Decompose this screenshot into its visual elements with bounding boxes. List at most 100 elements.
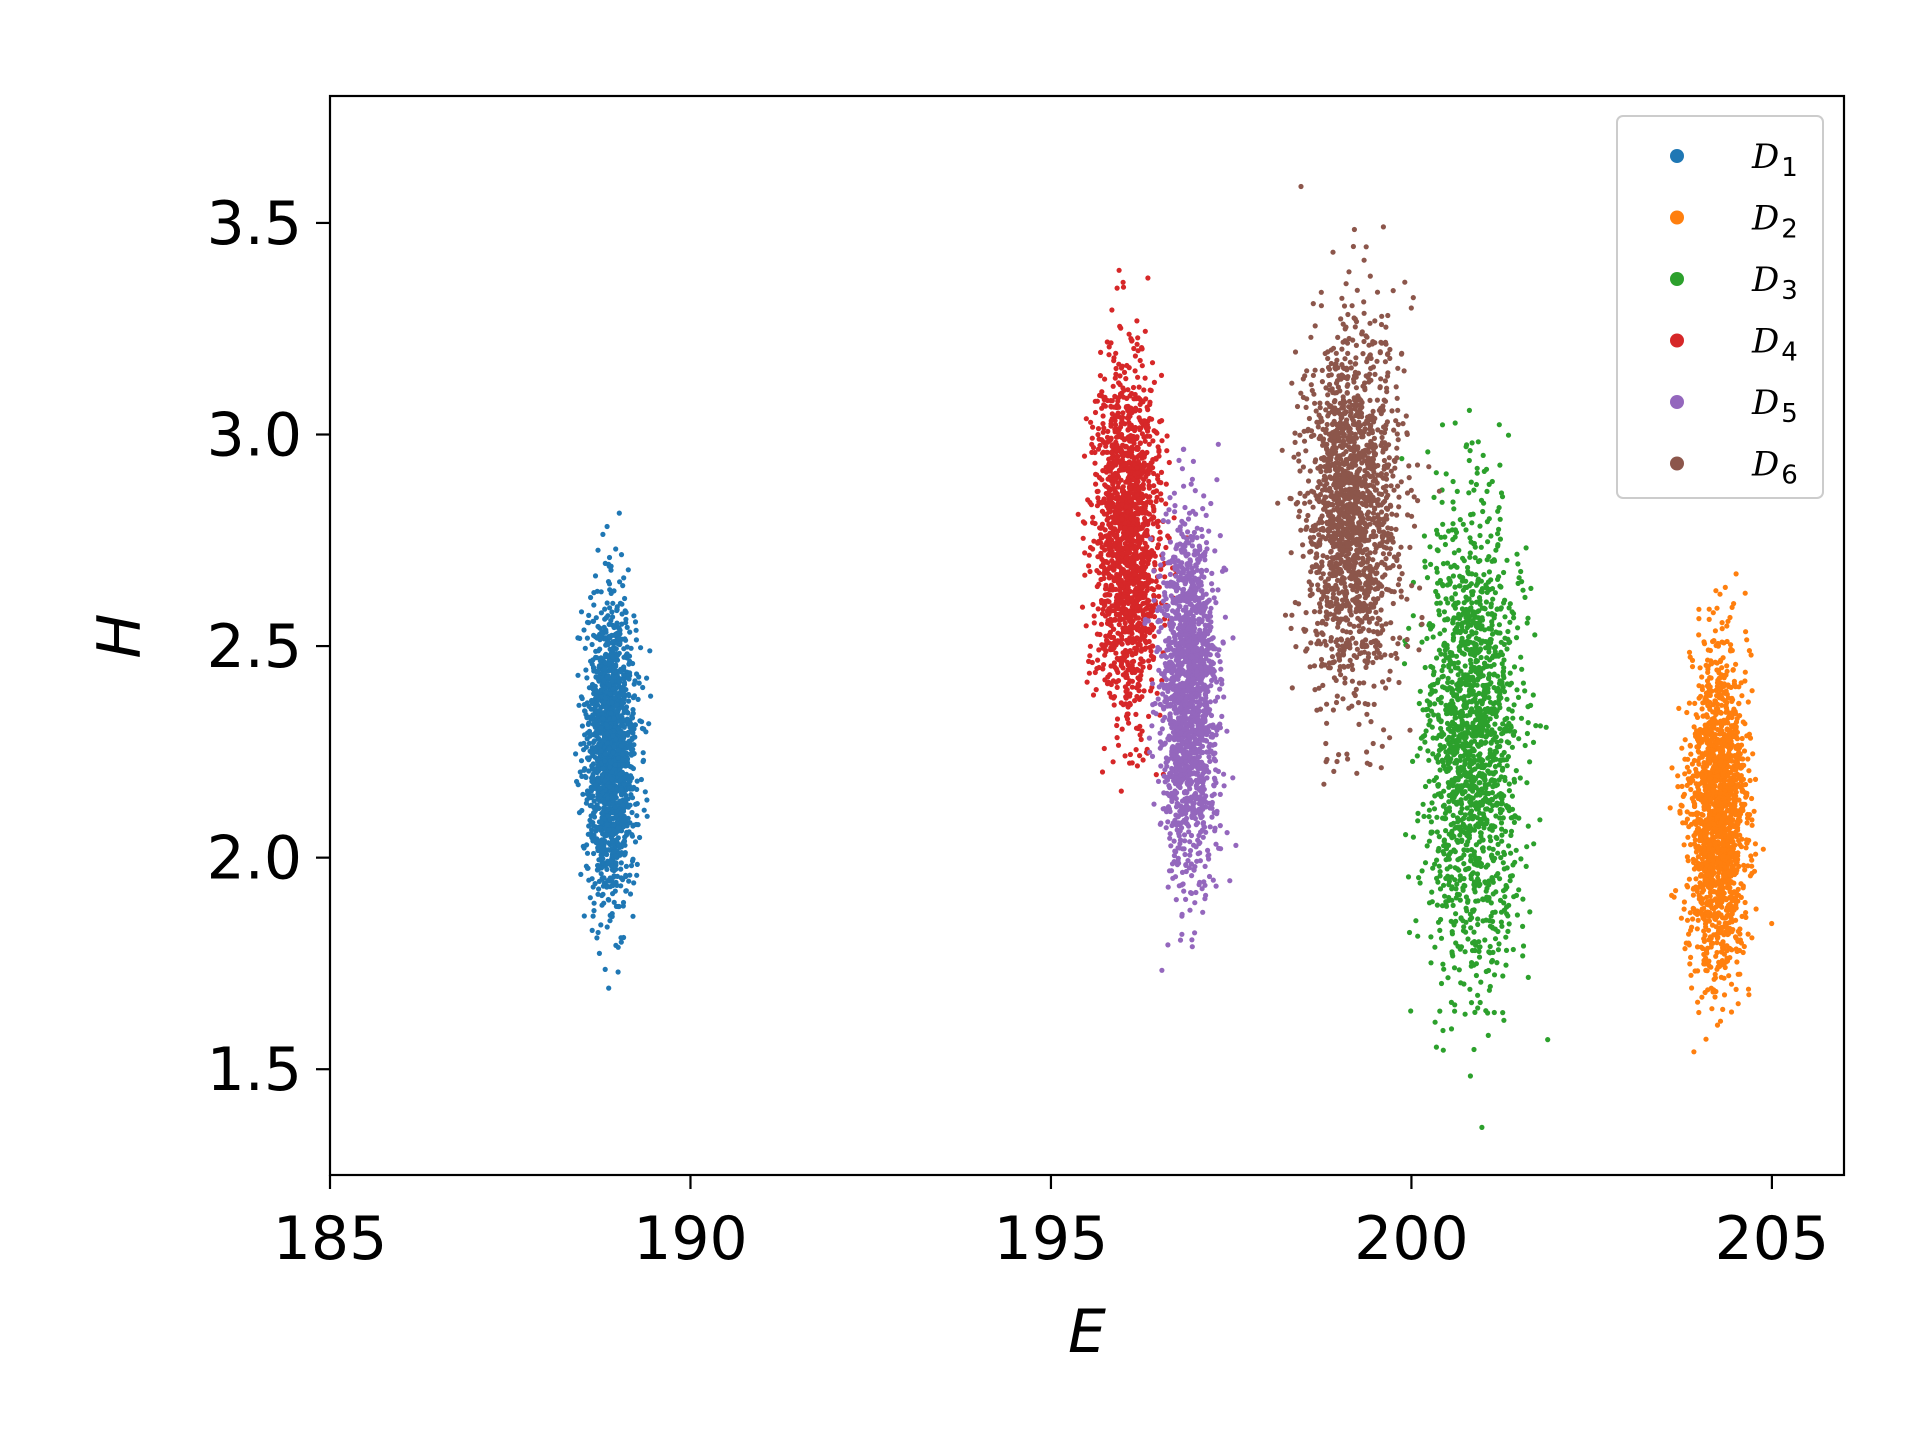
data-point	[617, 798, 623, 805]
data-point	[601, 737, 607, 743]
data-point	[1721, 683, 1727, 690]
data-point	[1457, 574, 1464, 580]
data-point	[1723, 959, 1729, 965]
data-point	[1447, 649, 1453, 656]
data-point	[1467, 761, 1473, 767]
data-point	[1689, 924, 1695, 930]
data-point	[602, 751, 609, 757]
data-point	[603, 832, 609, 838]
data-point	[1440, 521, 1446, 527]
data-point	[1503, 728, 1509, 734]
data-point	[1711, 723, 1717, 729]
data-point	[1455, 819, 1461, 825]
data-point	[1511, 776, 1517, 783]
data-point	[622, 842, 628, 848]
data-point	[1438, 916, 1444, 923]
data-point	[1480, 837, 1486, 843]
data-point	[1498, 649, 1504, 655]
data-point	[1675, 773, 1681, 779]
data-point	[1724, 623, 1730, 629]
data-point	[1518, 856, 1524, 862]
data-point	[1454, 682, 1460, 688]
data-point	[1474, 465, 1480, 471]
data-point	[618, 883, 624, 889]
data-point	[1422, 783, 1429, 790]
data-point	[634, 813, 640, 819]
data-point	[1708, 737, 1714, 743]
data-point	[1697, 771, 1704, 777]
data-point	[608, 858, 614, 864]
data-point	[1715, 845, 1721, 852]
data-point	[602, 606, 608, 612]
data-point	[1693, 811, 1699, 817]
data-point	[597, 742, 603, 748]
data-point	[1744, 820, 1750, 826]
data-point	[617, 777, 624, 783]
data-point	[606, 827, 612, 833]
data-point	[1454, 686, 1460, 692]
data-point	[583, 744, 590, 750]
data-point	[1461, 852, 1467, 858]
data-point	[591, 632, 597, 639]
data-point	[1525, 720, 1531, 726]
data-point	[1480, 811, 1486, 817]
data-point	[602, 666, 608, 672]
data-point	[640, 758, 646, 765]
data-point	[591, 900, 597, 906]
data-point	[622, 834, 628, 840]
data-point	[630, 660, 636, 667]
data-point	[1462, 1011, 1468, 1017]
data-point	[1696, 742, 1702, 748]
data-point	[1492, 769, 1498, 775]
data-point	[633, 637, 640, 643]
data-point	[617, 679, 623, 685]
data-point	[1716, 746, 1722, 753]
data-point	[1467, 1073, 1473, 1079]
data-point	[1473, 658, 1479, 665]
data-point	[1675, 784, 1681, 790]
data-point	[1416, 875, 1422, 881]
data-point	[1445, 616, 1451, 622]
data-point	[589, 827, 595, 833]
data-point	[1479, 623, 1485, 629]
data-point	[586, 685, 593, 691]
data-point	[1493, 547, 1499, 553]
data-point	[619, 611, 625, 617]
data-point	[1476, 883, 1482, 889]
data-point	[591, 850, 597, 857]
data-point	[581, 740, 587, 746]
data-point	[626, 738, 632, 744]
data-point	[590, 913, 596, 919]
data-point	[1504, 757, 1510, 763]
data-point	[1463, 606, 1469, 613]
data-point	[1746, 768, 1752, 774]
data-point	[1486, 800, 1493, 806]
data-point	[1696, 749, 1702, 755]
data-point	[1436, 863, 1442, 869]
data-point	[1468, 479, 1474, 485]
data-point	[1751, 808, 1757, 814]
data-point	[1729, 804, 1735, 810]
data-point	[1717, 709, 1724, 715]
data-point	[1457, 832, 1463, 838]
data-point	[604, 924, 610, 930]
data-point	[1440, 803, 1446, 809]
data-point	[1471, 487, 1477, 493]
data-point	[597, 637, 603, 643]
data-point	[612, 790, 618, 796]
data-point	[607, 875, 613, 881]
data-point	[1451, 506, 1457, 512]
data-point	[1706, 606, 1712, 612]
data-point	[1444, 866, 1450, 872]
data-point	[1520, 680, 1526, 686]
data-point	[1509, 744, 1515, 750]
data-point	[1448, 1026, 1455, 1032]
data-point	[626, 878, 632, 884]
data-point	[1693, 844, 1699, 851]
data-point	[601, 805, 607, 811]
data-point	[1492, 909, 1498, 915]
data-point	[620, 807, 626, 813]
data-point	[1709, 780, 1716, 786]
data-point	[1454, 694, 1460, 700]
